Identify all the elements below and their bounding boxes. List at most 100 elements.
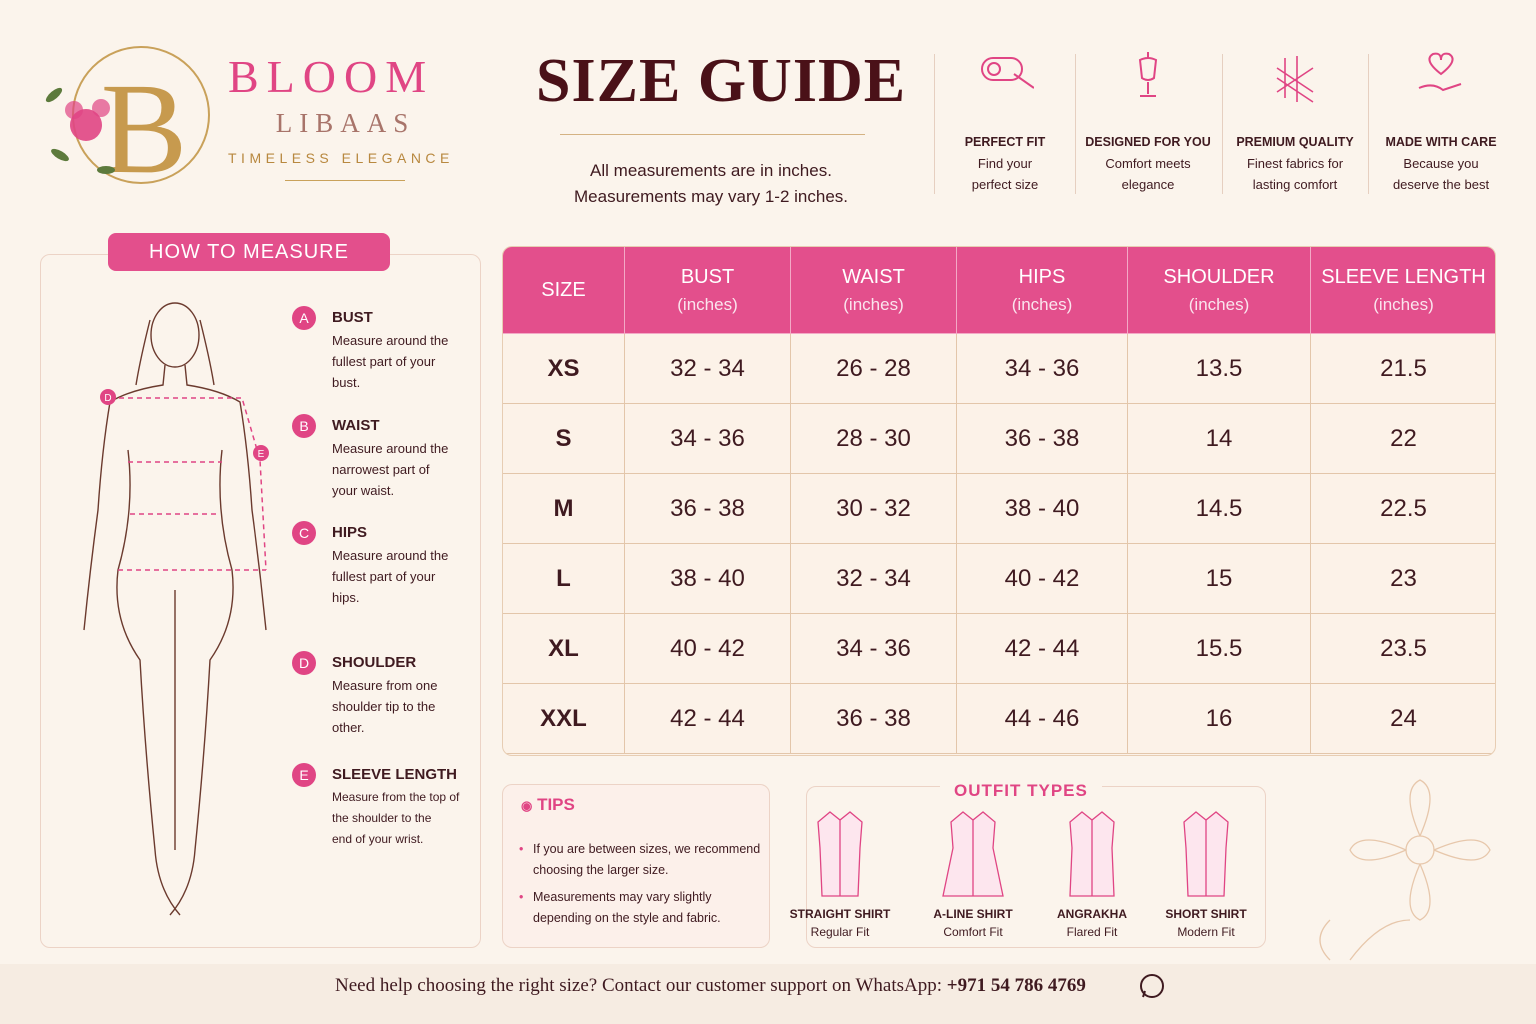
feature-text: Because you: [1403, 156, 1479, 171]
whatsapp-icon: [1140, 974, 1164, 998]
value-cell: 14: [1128, 404, 1311, 474]
outfit-drawing: [1069, 811, 1115, 897]
outfit: STRAIGHT SHIRT Regular Fit: [780, 808, 900, 939]
feature-text: perfect size: [971, 177, 1039, 192]
tip-text: choosing the larger size.: [533, 863, 669, 877]
outfit-fit: Regular Fit: [810, 925, 870, 939]
value-cell: 14.5: [1128, 474, 1311, 544]
tip: • Measurements may vary slightly depending…: [519, 887, 760, 929]
header-unit: (inches): [1011, 294, 1073, 314]
feature-title: DESIGNED FOR YOU: [1085, 135, 1211, 149]
value-cell: 26 - 28: [791, 334, 957, 404]
header-name: BUST: [680, 265, 735, 288]
value-cell: 36 - 38: [625, 474, 791, 544]
separator: [1075, 54, 1076, 194]
feature-title: MADE WITH CARE: [1385, 135, 1497, 149]
header-name: HIPS: [1018, 265, 1066, 288]
measure-step: B WAIST Measure around the narrowest part o…: [292, 414, 482, 501]
outfit: ANGRAKHA Flared Fit: [1032, 808, 1152, 939]
value-cell: 13.5: [1128, 334, 1311, 404]
value-cell: 32 - 34: [791, 544, 957, 614]
header-unit: (inches): [677, 294, 738, 314]
value-cell: 40 - 42: [625, 614, 791, 684]
outfit-name: SHORT SHIRT: [1165, 907, 1247, 921]
feature: PERFECT FIT Find your perfect size: [932, 132, 1078, 195]
size-cell: L: [503, 544, 625, 614]
header-cell: WAIST (inches): [791, 247, 957, 334]
header-name: SIZE: [541, 278, 586, 301]
step-text: hips.: [332, 590, 360, 605]
feature: DESIGNED FOR YOU Comfort meets elegance: [1075, 132, 1221, 195]
outfit-drawing: [817, 811, 863, 897]
feature-text: lasting comfort: [1252, 177, 1338, 192]
outfit: SHORT SHIRT Modern Fit: [1146, 808, 1266, 939]
value-cell: 15.5: [1128, 614, 1311, 684]
brand-sub: LIBAAS: [275, 108, 416, 138]
logo-initial: B: [101, 57, 188, 201]
feature-icon: [981, 57, 1034, 89]
value-cell: 32 - 34: [625, 334, 791, 404]
outfit-name: ANGRAKHA: [1057, 907, 1127, 921]
measure-step: A BUST Measure around the fullest part of y…: [292, 306, 482, 393]
value-cell: 42 - 44: [625, 684, 791, 754]
feature-text: deserve the best: [1392, 177, 1490, 192]
tip-text: depending on the style and fabric.: [533, 911, 721, 925]
measure-title: HOW TO MEASURE: [108, 233, 390, 271]
feature-icon: [1276, 56, 1314, 103]
value-cell: 38 - 40: [625, 544, 791, 614]
step-name: BUST: [332, 309, 373, 326]
feature-icon: [1138, 52, 1158, 97]
feature-text: Find your: [977, 156, 1033, 171]
footer-text: Need help choosing the right size? Conta…: [335, 975, 942, 996]
step-letter: A: [292, 306, 316, 330]
size-table: SIZE BUST (inches) WAIST (inches) HIPS (inches…: [502, 246, 1496, 756]
value-cell: 21.5: [1311, 334, 1495, 404]
feature-icon: [1418, 52, 1462, 92]
feature: MADE WITH CARE Because you deserve the bes…: [1368, 132, 1514, 195]
step-text: Measure around the: [332, 333, 449, 348]
step-name: WAIST: [332, 417, 380, 434]
tips-panel: ◉ TIPS • If you are between sizes, we rec…: [502, 784, 770, 948]
header-unit: (inches): [843, 294, 904, 314]
header-cell: SIZE: [503, 247, 625, 334]
step-text: fullest part of your: [332, 354, 436, 369]
tip-text: If you are between sizes, we recommend: [533, 842, 761, 856]
bullet: •: [519, 842, 524, 856]
feature-text: elegance: [1121, 177, 1175, 192]
value-cell: 30 - 32: [791, 474, 957, 544]
step-letter: D: [292, 651, 316, 675]
outfit-drawing: [942, 811, 1004, 897]
size-cell: XXL: [503, 684, 625, 754]
brand-tagline: TIMELESS ELEGANCE: [228, 150, 454, 166]
separator: [1368, 54, 1369, 194]
step-text: other.: [332, 720, 365, 735]
value-cell: 23.5: [1311, 614, 1495, 684]
note: Measurements may vary 1-2 inches.: [574, 187, 848, 206]
step-letter: C: [292, 521, 316, 545]
size-cell: XS: [503, 334, 625, 404]
tips-title: ◉ TIPS: [521, 795, 575, 814]
step-letter: B: [292, 414, 316, 438]
feature-text: Comfort meets: [1105, 156, 1191, 171]
header-cell: BUST (inches): [625, 247, 791, 334]
value-cell: 36 - 38: [957, 404, 1128, 474]
outfit-name: A-LINE SHIRT: [933, 907, 1013, 921]
separator: [934, 54, 935, 194]
title: SIZE GUIDE: [536, 47, 907, 115]
separator: [1222, 54, 1223, 194]
step-text: Measure from one: [332, 678, 438, 693]
header-cell: SLEEVE LENGTH (inches): [1311, 247, 1495, 334]
feature-title: PREMIUM QUALITY: [1236, 135, 1354, 149]
value-cell: 28 - 30: [791, 404, 957, 474]
outfit-name: STRAIGHT SHIRT: [789, 907, 891, 921]
step-letter: E: [292, 763, 316, 787]
size-cell: S: [503, 404, 625, 474]
bullet: •: [519, 890, 524, 904]
figure-label: E: [258, 449, 265, 460]
value-cell: 40 - 42: [957, 544, 1128, 614]
header-unit: (inches): [1188, 294, 1250, 314]
brand-name: BLOOM: [228, 51, 435, 102]
value-cell: 16: [1128, 684, 1311, 754]
outfit-fit: Modern Fit: [1177, 925, 1235, 939]
